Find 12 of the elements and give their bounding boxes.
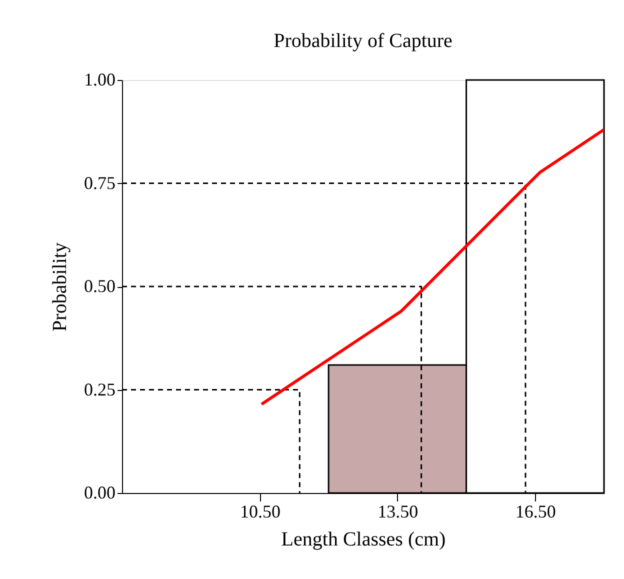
line-series: [260, 128, 604, 406]
y-tick-label: 1.00: [84, 70, 116, 90]
y-tick-label: 0.50: [84, 276, 116, 296]
y-tick-label: 0.00: [84, 482, 116, 502]
x-axis-title: Length Classes (cm): [281, 528, 446, 550]
x-tick-label: 10.50: [240, 502, 280, 522]
y-tick-label: 0.25: [84, 379, 116, 400]
x-tick-label: 13.50: [378, 502, 418, 522]
y-tick-label: 0.75: [84, 172, 116, 193]
y-axis-title: Probability: [49, 242, 71, 332]
x-tick-label: 16.50: [515, 502, 556, 522]
chart-title: Probability of Capture: [274, 30, 453, 52]
